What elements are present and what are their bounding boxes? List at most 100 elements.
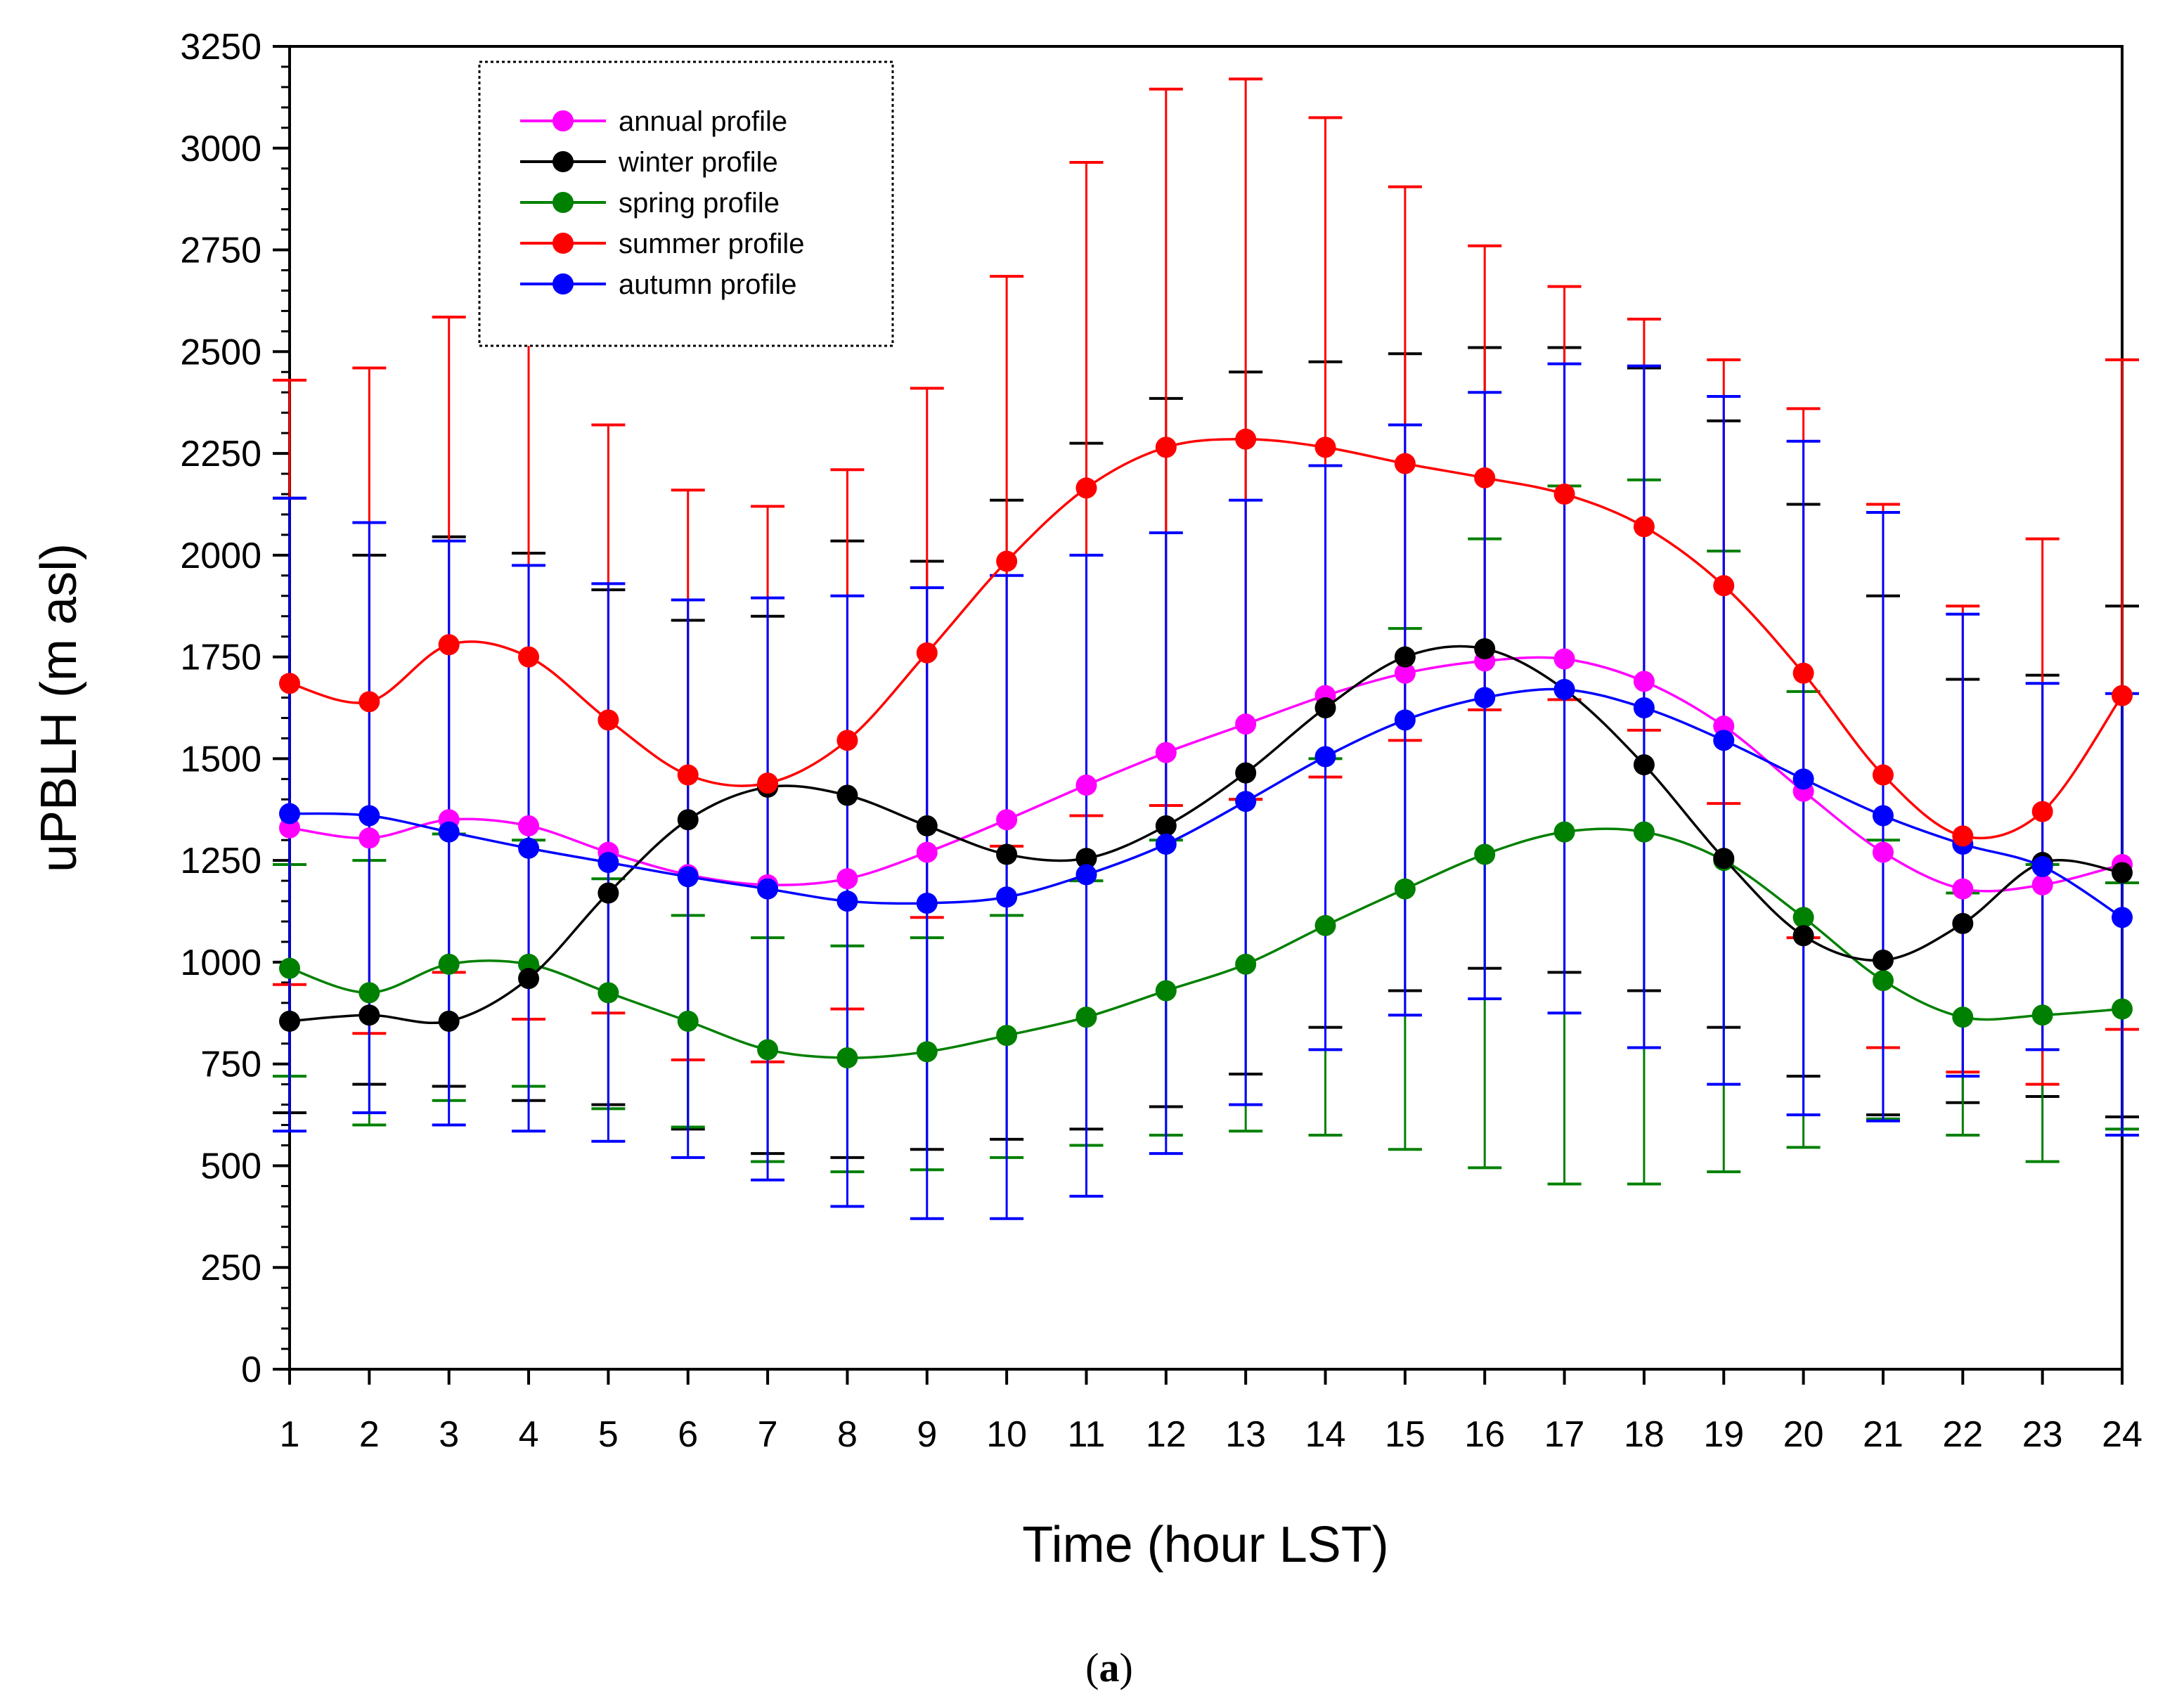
autumn-point xyxy=(1872,805,1894,827)
x-tick-label-19: 19 xyxy=(1703,1414,1744,1455)
autumn-point xyxy=(836,891,858,912)
summer-point xyxy=(2112,685,2133,706)
winter-point xyxy=(1872,950,1894,971)
caption-letter: a xyxy=(1099,1645,1120,1690)
autumn-error-bars xyxy=(273,362,2139,1220)
autumn-point xyxy=(597,852,619,874)
legend-label-summer: summer profile xyxy=(619,228,805,259)
annual-point xyxy=(1872,841,1894,863)
summer-point xyxy=(1155,436,1177,458)
summer-point xyxy=(1872,764,1894,786)
spring-point xyxy=(1633,821,1655,843)
spring-point xyxy=(1952,1007,1974,1028)
summer-point xyxy=(1314,436,1336,458)
autumn-point xyxy=(996,886,1018,908)
y-tick-label-1000: 1000 xyxy=(180,943,261,983)
x-tick-label-10: 10 xyxy=(986,1414,1027,1455)
annual-point xyxy=(1075,775,1097,796)
winter-point xyxy=(2112,862,2133,884)
x-tick-label-13: 13 xyxy=(1225,1414,1266,1455)
spring-point xyxy=(438,953,460,975)
summer-point xyxy=(1792,662,1814,684)
autumn-point xyxy=(1792,768,1814,790)
x-tick-label-14: 14 xyxy=(1305,1414,1346,1455)
legend-marker-annual xyxy=(552,110,574,131)
series-layer xyxy=(273,77,2139,1220)
autumn-point xyxy=(1155,833,1177,855)
spring-point xyxy=(2031,1004,2053,1026)
x-tick-label-4: 4 xyxy=(519,1414,539,1455)
autumn-point xyxy=(518,837,540,859)
x-axis-title: Time (hour LST) xyxy=(1022,1517,1388,1573)
y-axis-title: uPBLH (m asl) xyxy=(31,543,87,872)
y-axis: 0 250 500 750 1000 1250 1500 1750 2000 2250 2500 27… xyxy=(180,27,290,1390)
annual-point xyxy=(2031,874,2053,895)
caption-open-paren: ( xyxy=(1085,1645,1099,1690)
autumn-point xyxy=(1314,746,1336,768)
x-tick-label-7: 7 xyxy=(758,1414,778,1455)
y-tick-label-2500: 2500 xyxy=(180,332,261,373)
y-tick-label-1250: 1250 xyxy=(180,841,261,881)
autumn-point xyxy=(2031,855,2053,877)
spring-point xyxy=(2112,998,2133,1020)
summer-point xyxy=(996,550,1018,572)
x-tick-label-5: 5 xyxy=(598,1414,619,1455)
annual-point xyxy=(1633,671,1655,692)
figure-caption: (a) xyxy=(1085,1645,1133,1690)
legend: annual profile winter profile spring profi… xyxy=(520,106,805,300)
winter-series-line xyxy=(289,645,2123,1025)
autumn-point xyxy=(1235,791,1257,813)
spring-point xyxy=(1872,969,1894,991)
winter-point xyxy=(1394,646,1416,668)
annual-point xyxy=(1155,742,1177,763)
summer-point xyxy=(757,772,779,794)
summer-point xyxy=(1394,453,1416,474)
spring-point xyxy=(279,957,300,979)
y-tick-label-2000: 2000 xyxy=(180,536,261,576)
legend-marker-autumn xyxy=(552,273,574,295)
spring-point xyxy=(757,1039,779,1061)
summer-point xyxy=(1075,477,1097,499)
annual-series-line xyxy=(289,656,2123,893)
annual-point xyxy=(518,815,540,836)
annual-point xyxy=(1553,648,1575,670)
x-tick-label-8: 8 xyxy=(837,1414,858,1455)
spring-point xyxy=(996,1025,1018,1047)
autumn-point xyxy=(1553,678,1575,700)
autumn-point xyxy=(1474,687,1496,709)
annual-point xyxy=(836,868,858,890)
summer-point xyxy=(1235,428,1257,450)
winter-point xyxy=(1633,754,1655,776)
summer-series-line xyxy=(289,438,2124,840)
spring-point xyxy=(916,1041,938,1063)
winter-point xyxy=(1314,697,1336,718)
spring-point xyxy=(1394,878,1416,900)
spring-series-line xyxy=(289,827,2123,1059)
winter-point xyxy=(279,1010,300,1032)
winter-point xyxy=(1792,925,1814,947)
x-tick-label-17: 17 xyxy=(1544,1414,1585,1455)
spring-point xyxy=(677,1010,699,1032)
y-tick-label-3250: 3250 xyxy=(180,27,261,67)
x-axis: 1 2 3 4 5 6 7 8 9 10 11 12 13 14 15 16 17 18 19 20 21 22 23 24 xyxy=(280,1369,2143,1455)
spring-point xyxy=(1553,821,1575,843)
x-tick-label-1: 1 xyxy=(280,1414,300,1455)
summer-point xyxy=(1713,575,1735,597)
legend-marker-summer xyxy=(552,233,574,254)
y-tick-label-250: 250 xyxy=(200,1248,261,1288)
y-tick-label-2250: 2250 xyxy=(180,434,261,474)
summer-point xyxy=(1952,825,1974,847)
winter-point xyxy=(916,815,938,836)
y-tick-label-3000: 3000 xyxy=(180,129,261,169)
x-tick-label-22: 22 xyxy=(1942,1414,1983,1455)
summer-point xyxy=(279,673,300,694)
x-tick-label-16: 16 xyxy=(1464,1414,1505,1455)
x-tick-label-11: 11 xyxy=(1067,1414,1105,1455)
y-tick-label-500: 500 xyxy=(200,1146,261,1186)
summer-point xyxy=(1474,467,1496,489)
x-tick-label-6: 6 xyxy=(678,1414,698,1455)
y-tick-label-2750: 2750 xyxy=(180,231,261,271)
autumn-point xyxy=(1713,730,1735,751)
autumn-point xyxy=(358,805,380,827)
winter-point xyxy=(358,1004,380,1026)
